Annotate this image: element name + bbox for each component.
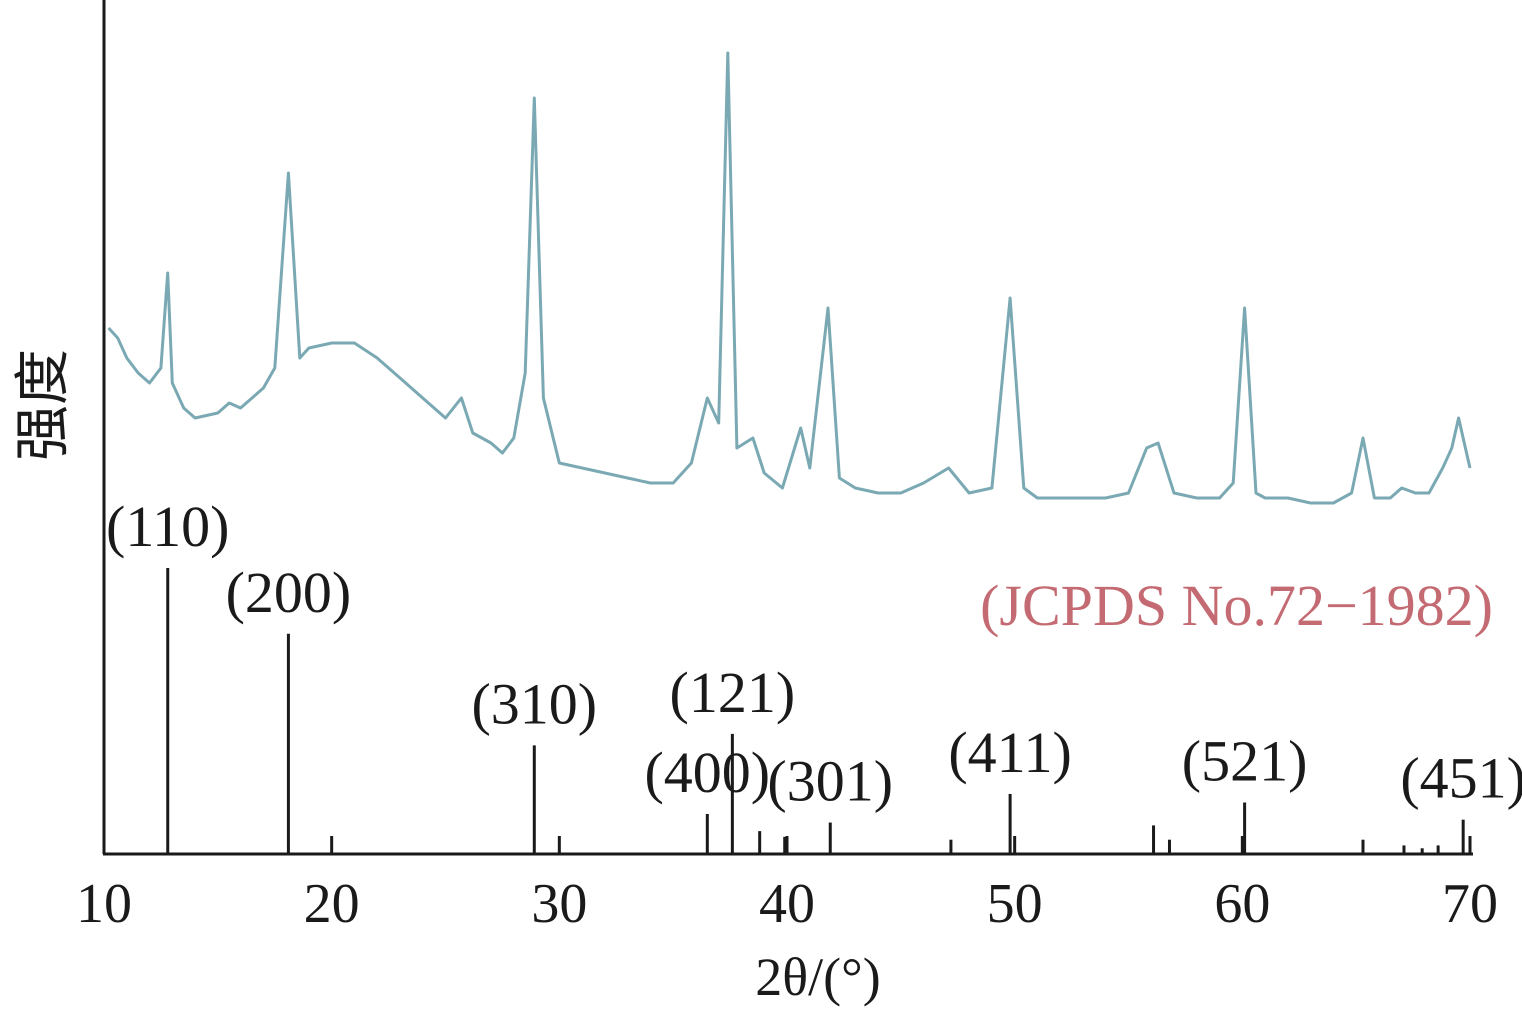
reference-line-label: (400)	[644, 740, 770, 805]
reference-line-label: (310)	[471, 671, 597, 736]
reference-line-label: (411)	[948, 720, 1071, 785]
reference-line-label: (110)	[106, 494, 229, 559]
reference-line-label: (301)	[767, 749, 893, 814]
x-tick-label: 20	[304, 873, 360, 935]
reference-lines: (110)(200) (310) (400) (121) (301) (411) (521)…	[106, 494, 1522, 854]
y-axis-title: 强度	[13, 349, 75, 461]
x-axis-title: 2θ/(°)	[755, 947, 880, 1007]
axes	[102, 0, 1473, 856]
x-tick-label: 10	[76, 873, 132, 935]
diffraction-pattern-line	[107, 51, 1472, 505]
reference-line-label: (121)	[670, 660, 796, 725]
x-tick-label: 40	[759, 873, 815, 935]
x-tick-label: 60	[1214, 873, 1270, 935]
x-tick-label: 70	[1442, 873, 1498, 935]
reference-card-label: (JCPDS No.72−1982)	[980, 573, 1493, 638]
x-axis-ticks: 10 20 30 40 50 60 70	[76, 836, 1498, 935]
reference-line-label: (521)	[1182, 729, 1308, 794]
reference-line-label: (200)	[226, 560, 352, 625]
x-tick-label: 30	[531, 873, 587, 935]
x-tick-label: 50	[987, 873, 1043, 935]
reference-line-label: (451)	[1400, 746, 1522, 811]
diffraction-pattern-series	[107, 51, 1472, 505]
